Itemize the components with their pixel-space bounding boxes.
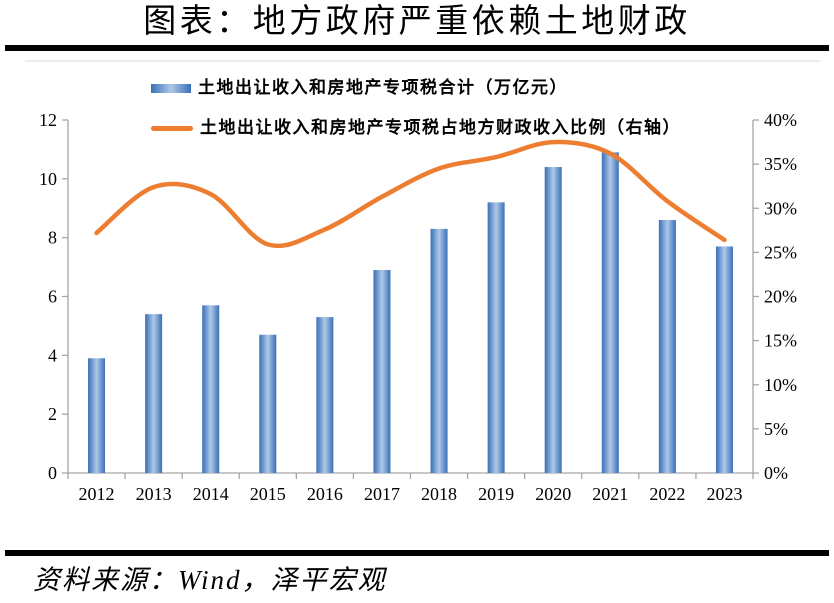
- right-axis-label: 30%: [764, 198, 797, 218]
- legend-item-bar-series: 土地出让收入和房地产专项税合计（万亿元）: [151, 78, 568, 98]
- ratio-line: [94, 139, 727, 249]
- left-axis-label: 12: [39, 110, 57, 130]
- line-series-swatch-icon: [151, 125, 193, 131]
- chart-plot: 0 2 4 6 8 10 12 0% 5% 10% 15% 20% 25% 30% 35% 40% 2012 20…: [39, 110, 797, 504]
- bar-2021: [601, 152, 619, 473]
- x-axis-label: 2017: [364, 484, 400, 504]
- x-axis-label: 2016: [307, 484, 343, 504]
- right-axis-label: 15%: [764, 331, 797, 351]
- x-axis-label: 2012: [79, 484, 115, 504]
- left-axis-label: 6: [48, 287, 57, 307]
- x-axis-label: 2023: [706, 484, 742, 504]
- x-axis-label: 2021: [592, 484, 628, 504]
- bar-2018: [430, 228, 448, 473]
- right-axis-label: 40%: [764, 110, 797, 130]
- x-axis-label: 2020: [535, 484, 571, 504]
- bar-2019: [487, 202, 505, 473]
- bar-2016: [316, 317, 334, 473]
- bar-2015: [259, 334, 277, 473]
- bar-2017: [373, 270, 391, 473]
- right-axis-label: 35%: [764, 154, 797, 174]
- right-axis-label: 20%: [764, 287, 797, 307]
- x-axis-label: 2022: [649, 484, 685, 504]
- left-axis-label: 8: [48, 228, 57, 248]
- bar-2013: [145, 314, 163, 473]
- legend-item-line-series: 土地出让收入和房地产专项税占地方财政收入比例（右轴）: [151, 118, 681, 138]
- x-axis-label: 2015: [250, 484, 286, 504]
- chart-image-edge: [25, 60, 820, 62]
- chart-area: 0 2 4 6 8 10 12 0% 5% 10% 15% 20% 25% 30% 35% 40% 2012 20…: [0, 56, 834, 534]
- bar-series-swatch-icon: [151, 83, 191, 93]
- legend-label-bar-series: 土地出让收入和房地产专项税合计（万亿元）: [198, 78, 568, 97]
- legend-label-line-series: 土地出让收入和房地产专项税占地方财政收入比例（右轴）: [200, 118, 681, 137]
- page-title: 图表：地方政府严重依赖土地财政: [143, 4, 691, 40]
- x-axis-label: 2013: [136, 484, 172, 504]
- title-divider: [5, 45, 829, 51]
- left-axis-label: 0: [48, 463, 57, 483]
- bar-2022: [658, 220, 676, 473]
- bar-2014: [202, 305, 220, 473]
- right-axis-label: 0%: [764, 463, 788, 483]
- bar-2012: [88, 358, 106, 473]
- bar-2023: [715, 246, 733, 473]
- bar-2020: [544, 167, 562, 474]
- right-axis-label: 10%: [764, 375, 797, 395]
- footer-divider: [5, 550, 829, 556]
- left-axis-label: 10: [39, 169, 57, 189]
- left-axis-label: 2: [48, 404, 57, 424]
- right-axis-label: 25%: [764, 242, 797, 262]
- x-axis-label: 2019: [478, 484, 514, 504]
- x-axis-label: 2014: [193, 484, 229, 504]
- right-axis-label: 5%: [764, 419, 788, 439]
- source-note: 资料来源：Wind，泽平宏观: [33, 565, 387, 595]
- left-axis-label: 4: [48, 345, 57, 365]
- x-axis-label: 2018: [421, 484, 457, 504]
